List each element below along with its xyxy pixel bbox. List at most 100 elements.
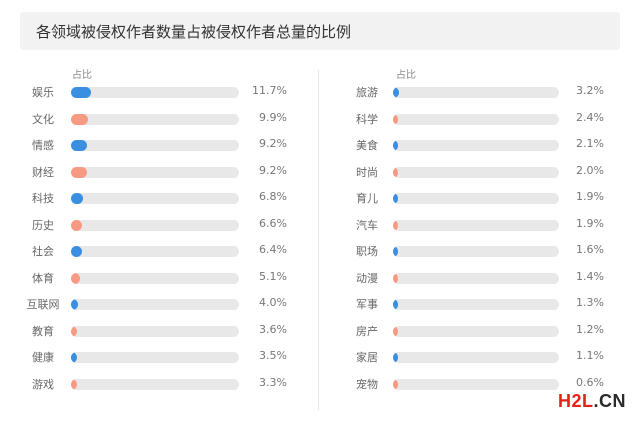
category-label: 教育: [32, 324, 54, 338]
bar: [393, 166, 398, 178]
bar: [393, 299, 398, 310]
value-label: 0.6%: [576, 375, 604, 389]
bar-track: [71, 166, 239, 178]
bar: [71, 219, 83, 231]
bar: [71, 352, 77, 363]
watermark-part-1: H2L: [557, 391, 594, 411]
bar: [71, 378, 77, 390]
bar-track: [71, 325, 239, 337]
category-label: 社会: [32, 245, 54, 258]
bar-row: 互联网 4.0%: [20, 293, 310, 313]
category-label: 情感: [32, 139, 54, 152]
value-column-header: 占比: [72, 70, 92, 81]
bar-row: 科学 2.4%: [330, 108, 620, 128]
value-label: 6.8%: [259, 190, 287, 203]
category-label: 文化: [32, 112, 54, 126]
category-label: 财经: [32, 165, 54, 179]
bar: [393, 113, 398, 125]
bar-track: [71, 219, 239, 231]
bar-row: 职场 1.6%: [330, 240, 620, 260]
category-label: 体育: [32, 271, 54, 285]
category-label: 健康: [32, 351, 54, 364]
chart-panel-right: 占比 旅游 3.2% 科学 2.4% 美食 2.1% 时尚 2.0% 育儿 1.9% 汽车 1.9% 职…: [330, 66, 620, 406]
bar-row: 情感 9.2%: [20, 134, 310, 154]
bar-row: 体育 5.1%: [20, 267, 310, 287]
bar-track: [71, 113, 239, 125]
value-label: 2.0%: [576, 163, 604, 177]
bar-track: [393, 352, 559, 363]
bar-row: 旅游 3.2%: [330, 81, 620, 101]
value-label: 1.4%: [576, 269, 604, 283]
bar-track: [393, 140, 559, 151]
bar: [393, 352, 398, 363]
bar-row: 宠物 0.6%: [330, 373, 620, 393]
value-label: 1.9%: [576, 216, 604, 230]
bar-row: 动漫 1.4%: [330, 267, 620, 287]
bar: [71, 272, 80, 284]
bar-track: [71, 87, 239, 98]
bar-row: 家居 1.1%: [330, 346, 620, 366]
value-label: 1.1%: [576, 349, 604, 362]
bar: [71, 325, 78, 337]
category-label: 宠物: [356, 377, 378, 391]
bar-row: 教育 3.6%: [20, 320, 310, 340]
bar: [393, 272, 398, 284]
bar: [71, 87, 92, 98]
value-label: 9.2%: [259, 137, 287, 150]
category-label: 旅游: [356, 86, 378, 99]
bar-track: [71, 378, 239, 390]
value-label: 3.2%: [576, 84, 604, 97]
bar: [71, 113, 89, 125]
category-label: 动漫: [356, 271, 378, 285]
bar-track: [393, 193, 559, 204]
category-label: 娱乐: [32, 86, 54, 99]
bar-track: [393, 166, 559, 178]
chart-title: 各领域被侵权作者数量占被侵权作者总量的比例: [36, 23, 352, 41]
bar: [71, 299, 78, 310]
bar-track: [393, 272, 559, 284]
value-label: 9.9%: [259, 110, 287, 124]
bar-row: 游戏 3.3%: [20, 373, 310, 393]
bar-row: 科技 6.8%: [20, 187, 310, 207]
category-label: 军事: [356, 298, 378, 311]
bar-track: [71, 272, 239, 284]
bar: [71, 166, 87, 178]
bar-row: 健康 3.5%: [20, 346, 310, 366]
bar: [393, 193, 398, 204]
value-label: 5.1%: [259, 269, 287, 283]
bar-track: [393, 87, 559, 98]
value-label: 3.6%: [259, 322, 287, 336]
bar-row: 军事 1.3%: [330, 293, 620, 313]
bar: [71, 140, 87, 151]
bar: [393, 219, 398, 231]
watermark-logo: H2L.CN: [558, 391, 626, 412]
value-label: 6.6%: [259, 216, 287, 230]
bar: [393, 378, 398, 390]
bar-track: [71, 299, 239, 310]
bar: [393, 325, 398, 337]
panel-divider: [318, 70, 319, 410]
bar-track: [71, 193, 239, 204]
category-label: 游戏: [32, 377, 54, 391]
watermark-part-2: .CN: [593, 391, 626, 411]
bar-track: [393, 378, 559, 390]
bar-track: [393, 325, 559, 337]
value-label: 9.2%: [259, 163, 287, 177]
category-label: 科学: [356, 112, 378, 126]
chart-panel-left: 占比 娱乐 11.7% 文化 9.9% 情感 9.2% 财经 9.2% 科技 6.8% 历史 6.6%…: [20, 66, 310, 406]
bar-track: [71, 140, 239, 151]
category-label: 美食: [356, 139, 378, 152]
category-label: 育儿: [356, 192, 378, 205]
value-label: 1.9%: [576, 190, 604, 203]
bar-row: 育儿 1.9%: [330, 187, 620, 207]
bar-row: 美食 2.1%: [330, 134, 620, 154]
chart-title-bar: 各领域被侵权作者数量占被侵权作者总量的比例: [20, 12, 620, 50]
value-label: 1.6%: [576, 243, 604, 256]
bar-row: 汽车 1.9%: [330, 214, 620, 234]
bar-row: 财经 9.2%: [20, 161, 310, 181]
value-label: 2.4%: [576, 110, 604, 124]
bar-row: 时尚 2.0%: [330, 161, 620, 181]
value-column-header: 占比: [396, 70, 416, 81]
category-label: 时尚: [356, 165, 378, 179]
category-label: 历史: [32, 218, 54, 232]
